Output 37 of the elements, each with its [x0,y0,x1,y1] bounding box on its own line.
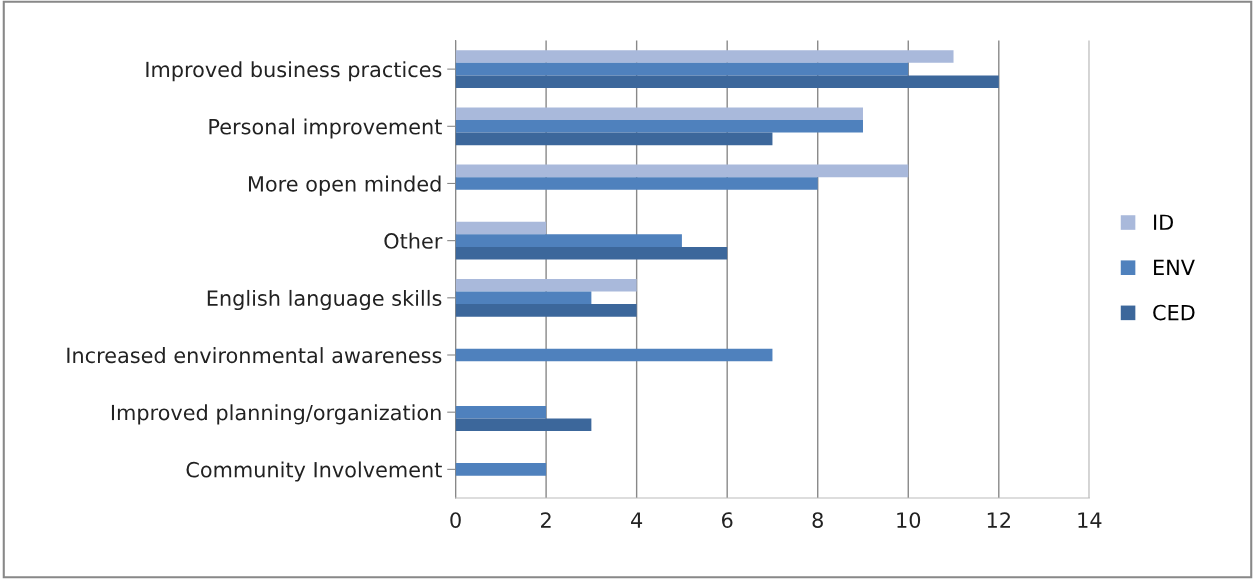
bar [455,164,909,178]
bar [455,463,547,476]
bar [455,348,773,362]
bar [455,132,773,146]
bar [455,304,637,317]
x-tick-label: 10 [897,512,921,528]
bar [455,50,954,63]
bar [455,418,592,432]
bar [455,107,863,120]
x-tick-label: 14 [1078,512,1102,528]
bar [455,246,728,260]
x-tick-label: 4 [631,512,643,528]
bar [455,75,999,88]
y-tick-label: Community Involvement [186,461,442,482]
x-tick-label: 0 [450,512,461,528]
bar [455,278,637,292]
y-tick-label: Improved planning/organization [111,404,441,425]
y-tick-label: Other [384,232,443,249]
bar [455,221,547,235]
x-tick-label: 2 [541,512,551,528]
bar [455,62,909,76]
legend-label: CED [1153,304,1195,321]
y-tick-label: Increased environmental awareness [67,347,442,364]
bar [455,234,682,247]
legend-label: ID [1154,214,1173,230]
x-tick-label: 6 [722,512,733,528]
x-tick-label: 12 [987,512,1010,528]
y-tick-label: More open minded [248,175,441,196]
x-tick-label: 8 [812,512,823,528]
y-tick-label: English language skills [207,289,442,311]
bar [455,120,863,133]
y-tick-label: Improved business practices [146,61,442,82]
legend-label: ENV [1154,259,1195,275]
bar [455,177,818,190]
y-tick-label: Personal improvement [209,118,442,139]
bar [455,405,547,419]
bar [455,291,592,305]
